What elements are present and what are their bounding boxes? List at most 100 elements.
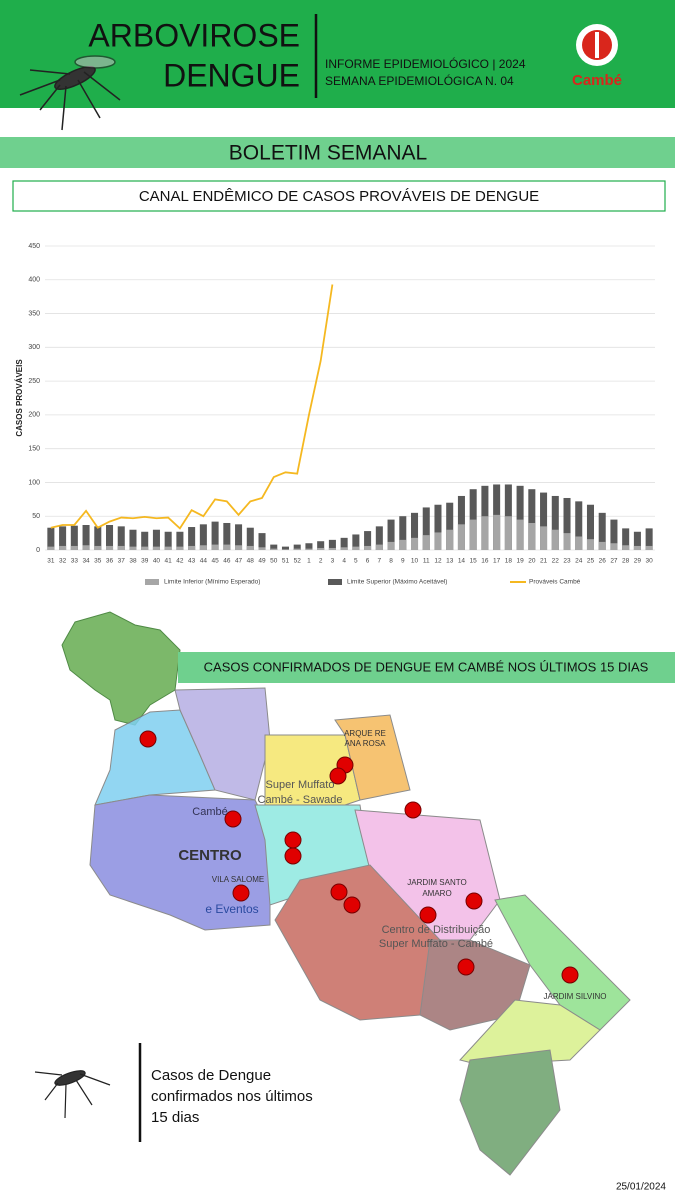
bar	[586, 504, 594, 550]
bar	[340, 547, 348, 550]
bar	[188, 527, 196, 550]
x-tick-label: 11	[423, 558, 430, 565]
x-tick-label: 24	[575, 558, 583, 565]
chart-title-box	[12, 180, 666, 212]
bar	[469, 519, 477, 550]
map-label: JARDIM SANTO	[407, 878, 466, 887]
y-tick-label: 50	[32, 513, 40, 520]
bar	[411, 537, 419, 550]
bar	[516, 485, 524, 550]
bar	[141, 546, 149, 550]
x-tick-label: 26	[599, 558, 607, 565]
x-tick-label: 12	[434, 558, 442, 565]
x-tick-label: 48	[247, 558, 255, 565]
bar	[328, 547, 336, 550]
bar	[399, 539, 407, 550]
line	[50, 284, 334, 530]
y-tick-label: 350	[28, 310, 40, 317]
bar	[176, 546, 184, 550]
x-tick-label: 39	[141, 558, 149, 565]
bar	[364, 545, 372, 550]
bar	[633, 545, 641, 550]
bar	[551, 495, 559, 550]
y-axis-label: CASOS PROVÁVEIS	[15, 359, 24, 437]
map-label: Cambé - Sawade	[258, 794, 343, 806]
map-label: Cambé	[192, 806, 227, 818]
bar	[375, 526, 383, 550]
x-tick-label: 28	[622, 558, 630, 565]
bar	[258, 533, 266, 550]
logo: Cambé	[572, 24, 622, 89]
x-tick-label: 45	[211, 558, 219, 565]
x-tick-label: 38	[129, 558, 137, 565]
bar	[94, 545, 102, 550]
bar	[223, 522, 231, 550]
x-tick-label: 15	[470, 558, 478, 565]
bar	[199, 524, 207, 550]
x-tick-label: 35	[94, 558, 102, 565]
map-label: ANA ROSA	[345, 739, 387, 748]
y-tick-label: 450	[28, 243, 40, 250]
bar	[82, 525, 90, 550]
bar	[164, 546, 172, 550]
x-tick-label: 10	[411, 558, 419, 565]
x-tick-label: 27	[610, 558, 618, 565]
bar	[94, 526, 102, 550]
bar	[305, 548, 313, 550]
x-tick-label: 25	[587, 558, 595, 565]
bar	[446, 502, 454, 550]
bar	[106, 545, 114, 550]
x-tick-label: 44	[200, 558, 208, 565]
bar	[235, 524, 243, 550]
bar	[352, 546, 360, 550]
bar	[457, 495, 465, 550]
mosquito-icon-small	[34, 1070, 111, 1119]
x-tick-label: 22	[552, 558, 560, 565]
y-tick-label: 200	[28, 412, 40, 419]
map-label: Super Muffato	[266, 779, 335, 791]
bar	[598, 512, 606, 550]
bar	[352, 534, 360, 550]
map-title-band	[178, 652, 675, 683]
bar	[575, 501, 583, 550]
bar	[434, 504, 442, 550]
y-tick-label: 100	[28, 479, 40, 486]
x-tick-label: 33	[71, 558, 79, 565]
bar	[176, 531, 184, 550]
legend-label: Prováveis Cambé	[529, 579, 581, 586]
x-tick-label: 23	[563, 558, 571, 565]
chart-title: CANAL ENDÊMICO DE CASOS PROVÁVEIS DE DEN…	[139, 188, 539, 205]
info-line-1: INFORME EPIDEMIOLÓGICO | 2024	[325, 56, 526, 71]
city-map	[89, 687, 631, 1176]
bar	[411, 512, 419, 550]
x-tick-label: 51	[282, 558, 290, 565]
x-tick-label: 18	[505, 558, 513, 565]
map-label: ARQUE RE	[344, 729, 386, 738]
bar	[59, 545, 67, 550]
map-title: CASOS CONFIRMADOS DE DENGUE EM CAMBÉ NOS…	[204, 659, 649, 674]
date: 25/01/2024	[616, 1182, 666, 1193]
y-tick-label: 250	[28, 378, 40, 385]
bar	[328, 539, 336, 550]
x-tick-label: 37	[118, 558, 126, 565]
logo-text: Cambé	[572, 72, 622, 89]
bar	[422, 535, 430, 550]
x-tick-label: 34	[82, 558, 90, 565]
map-label: e Eventos	[205, 902, 258, 916]
bar	[293, 544, 301, 550]
bar	[258, 547, 266, 550]
x-tick-label: 49	[258, 558, 266, 565]
x-tick-label: 42	[176, 558, 184, 565]
bar	[129, 529, 137, 550]
x-tick-label: 36	[106, 558, 114, 565]
y-tick-label: 0	[36, 547, 40, 554]
bar	[516, 519, 524, 550]
bar	[504, 516, 512, 550]
bar	[270, 544, 278, 550]
bar	[82, 545, 90, 550]
map-label: JARDIM SILVINO	[544, 992, 607, 1001]
x-tick-label: 43	[188, 558, 196, 565]
brazil-map	[61, 611, 181, 726]
